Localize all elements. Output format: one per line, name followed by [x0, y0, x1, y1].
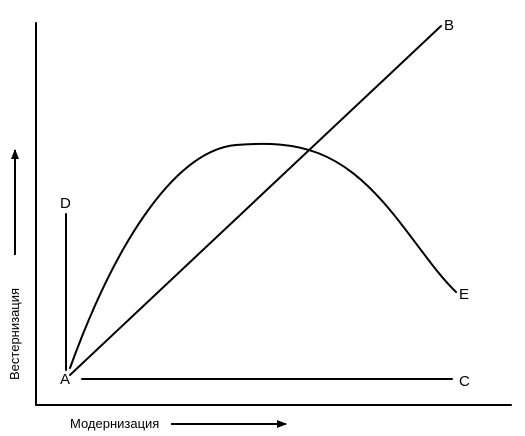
point-label-c: C — [459, 373, 470, 390]
curve-a-e — [69, 142, 457, 369]
x-axis-label: Модернизация — [70, 416, 159, 431]
y-axis-label: Вестернизация — [7, 288, 22, 380]
point-label-b: B — [444, 17, 454, 34]
point-label-e: E — [459, 286, 469, 303]
point-label-a: A — [60, 371, 70, 388]
line-a-b — [69, 25, 442, 376]
point-label-d: D — [60, 195, 71, 212]
